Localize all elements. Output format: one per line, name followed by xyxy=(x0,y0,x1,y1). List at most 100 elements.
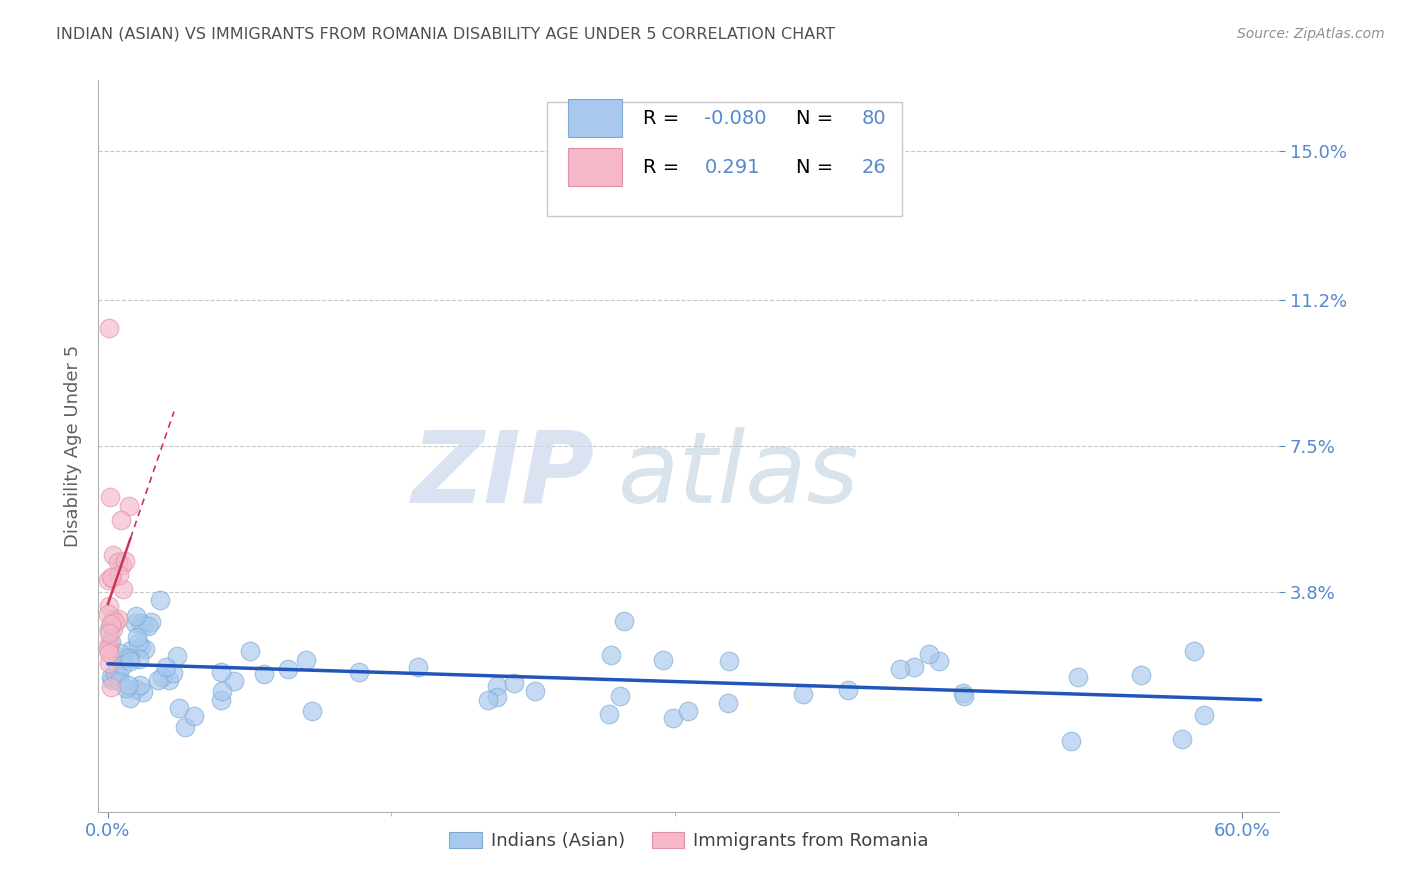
Point xyxy=(98,599,121,613)
Point xyxy=(125,630,148,644)
Point xyxy=(1182,644,1205,658)
Point xyxy=(224,673,246,688)
Point xyxy=(662,711,685,725)
Point xyxy=(917,647,939,661)
Y-axis label: Disability Age Under 5: Disability Age Under 5 xyxy=(63,345,82,547)
Point xyxy=(169,701,191,715)
Point xyxy=(157,673,180,687)
Point xyxy=(104,615,127,630)
Point xyxy=(523,683,546,698)
Point xyxy=(97,646,120,660)
Point xyxy=(652,653,675,667)
Point xyxy=(98,626,121,640)
Text: N =: N = xyxy=(796,158,839,177)
Point xyxy=(1129,668,1152,682)
Point xyxy=(889,663,911,677)
Point xyxy=(112,650,135,665)
Point xyxy=(134,618,156,632)
Point xyxy=(98,623,121,637)
Point xyxy=(114,681,136,696)
Point xyxy=(111,558,134,572)
Point xyxy=(107,568,129,582)
Point xyxy=(128,678,150,692)
Point xyxy=(676,705,699,719)
FancyBboxPatch shape xyxy=(547,103,901,216)
Point xyxy=(613,614,636,628)
Point xyxy=(100,635,122,649)
Text: R =: R = xyxy=(643,109,685,128)
Point xyxy=(101,612,124,626)
Text: 80: 80 xyxy=(862,109,886,128)
Point xyxy=(111,653,134,667)
Point xyxy=(477,693,499,707)
Point xyxy=(101,622,124,636)
Point xyxy=(718,654,741,668)
Point xyxy=(1192,708,1215,723)
Point xyxy=(134,642,156,657)
Point xyxy=(118,690,141,705)
Text: -0.080: -0.080 xyxy=(704,109,766,128)
Point xyxy=(129,616,152,631)
Point xyxy=(97,573,120,587)
Point xyxy=(609,689,631,703)
Point xyxy=(209,665,232,679)
Point xyxy=(211,683,233,698)
Point xyxy=(100,680,122,694)
Point xyxy=(101,571,124,585)
Point xyxy=(162,665,184,680)
Text: N =: N = xyxy=(796,109,839,128)
Point xyxy=(107,673,129,688)
Point xyxy=(100,670,122,684)
Point xyxy=(253,667,276,681)
Point xyxy=(277,662,299,676)
Point xyxy=(406,660,429,674)
Point xyxy=(150,670,173,684)
Point xyxy=(129,640,152,655)
Point xyxy=(238,643,260,657)
FancyBboxPatch shape xyxy=(568,148,621,186)
Point xyxy=(104,665,127,680)
Point xyxy=(1060,734,1083,748)
Point xyxy=(155,659,177,673)
Point xyxy=(97,321,120,335)
Text: 26: 26 xyxy=(862,158,886,177)
Point xyxy=(100,617,122,632)
Point xyxy=(98,636,121,650)
FancyBboxPatch shape xyxy=(568,99,621,137)
Point xyxy=(111,582,134,596)
Point xyxy=(97,642,120,657)
Point xyxy=(903,660,925,674)
Point xyxy=(183,709,205,723)
Point xyxy=(503,676,526,690)
Point xyxy=(598,707,620,722)
Point xyxy=(717,696,740,710)
Point xyxy=(112,658,135,673)
Point xyxy=(117,678,139,692)
Text: atlas: atlas xyxy=(619,426,859,524)
Text: 0.291: 0.291 xyxy=(704,158,759,177)
Point xyxy=(97,607,120,621)
Point xyxy=(1171,731,1194,746)
Point xyxy=(110,513,132,527)
Point xyxy=(486,690,509,704)
Text: R =: R = xyxy=(643,158,685,177)
Point xyxy=(97,657,120,671)
Point xyxy=(125,681,148,696)
Point xyxy=(110,646,132,660)
Point xyxy=(837,683,859,698)
Point xyxy=(486,679,509,693)
Legend: Indians (Asian), Immigrants from Romania: Indians (Asian), Immigrants from Romania xyxy=(441,825,936,857)
Point xyxy=(600,648,623,663)
Point xyxy=(149,592,172,607)
Point xyxy=(100,673,122,687)
Point xyxy=(101,549,124,563)
Point xyxy=(107,612,129,626)
Point xyxy=(1067,671,1090,685)
Point xyxy=(173,720,195,734)
Point xyxy=(301,705,323,719)
Point xyxy=(125,609,148,624)
Point xyxy=(98,490,121,504)
Point xyxy=(120,642,142,657)
Point xyxy=(952,685,974,699)
Point xyxy=(347,665,370,679)
